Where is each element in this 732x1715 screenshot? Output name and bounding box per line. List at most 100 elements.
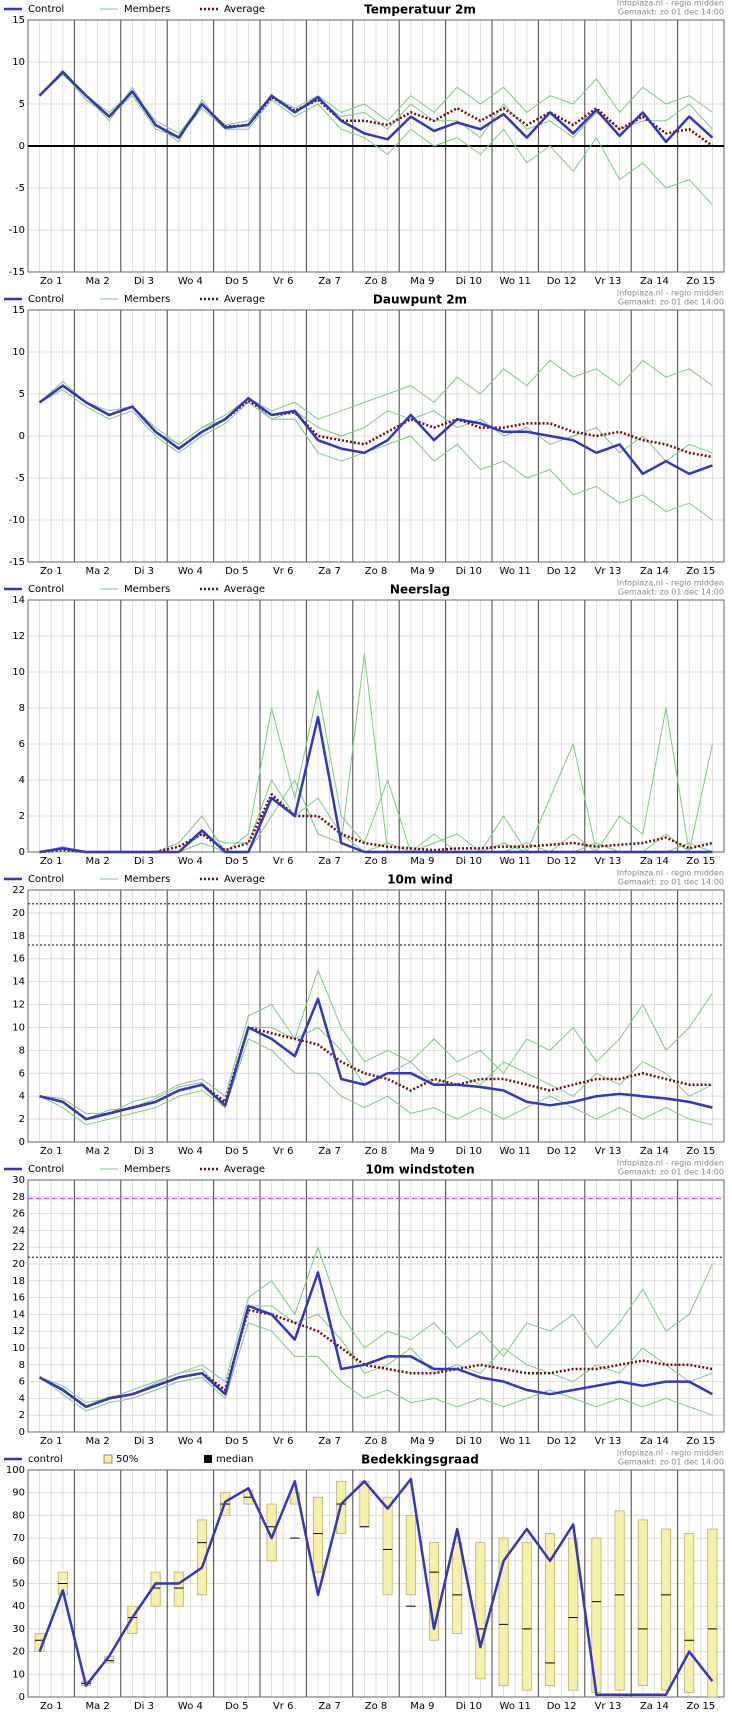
- x-tick-label: Di 3: [134, 1436, 154, 1447]
- y-tick-label: 14: [12, 977, 25, 988]
- x-tick-label: Za 14: [640, 1146, 669, 1157]
- source-text: Gemaakt: zo 01 dec 14:00: [618, 588, 724, 597]
- source-text: Infoplaza.nl - regio midden: [617, 1449, 724, 1458]
- x-tick-label: Zo 1: [40, 1436, 63, 1447]
- x-tick-label: Do 12: [547, 856, 577, 867]
- legend-label: median: [216, 1454, 254, 1465]
- x-tick-label: Do 5: [225, 1146, 248, 1157]
- x-tick-label: Do 5: [225, 1701, 248, 1712]
- box: [544, 1533, 556, 1687]
- y-tick-label: 6: [19, 1377, 25, 1388]
- y-tick-label: 30: [12, 1624, 25, 1635]
- x-tick-label: Ma 2: [85, 856, 109, 867]
- x-tick-label: Di 10: [456, 276, 482, 287]
- y-tick-label: 16: [12, 1293, 25, 1304]
- y-tick-label: 70: [12, 1533, 25, 1544]
- x-tick-label: Di 10: [456, 566, 482, 577]
- control-line: [38, 384, 713, 476]
- y-tick-label: 0: [19, 141, 25, 152]
- plot-frame: [27, 1179, 725, 1433]
- member-line: [39, 1246, 713, 1404]
- source-text: Gemaakt: zo 01 dec 14:00: [618, 878, 724, 887]
- y-tick-label: -15: [9, 267, 25, 278]
- y-tick-label: 12: [12, 631, 25, 642]
- legend-label: 50%: [116, 1454, 138, 1465]
- x-tick-label: Di 3: [134, 566, 154, 577]
- chart-title: Temperatuur 2m: [364, 3, 476, 17]
- y-tick-label: -5: [15, 473, 25, 484]
- x-tick-label: Zo 1: [40, 276, 63, 287]
- x-tick-label: Wo 4: [178, 566, 203, 577]
- legend-label: Members: [124, 4, 170, 15]
- x-tick-label: Do 12: [547, 1146, 577, 1157]
- x-tick-label: Ma 9: [410, 566, 434, 577]
- x-tick-label: Za 14: [640, 856, 669, 867]
- x-tick-label: Zo 8: [365, 1436, 388, 1447]
- y-tick-label: 12: [12, 1326, 25, 1337]
- x-tick-label: Zo 8: [365, 1701, 388, 1712]
- member-line: [39, 74, 713, 134]
- legend-label: Control: [28, 294, 64, 305]
- plot-frame: [27, 309, 725, 563]
- x-tick-label: Vr 6: [273, 1701, 294, 1712]
- legend-label: Control: [28, 584, 64, 595]
- y-tick-label: 10: [12, 347, 25, 358]
- x-tick-label: Di 3: [134, 856, 154, 867]
- source-text: Gemaakt: zo 01 dec 14:00: [618, 1168, 724, 1177]
- x-tick-label: Vr 13: [595, 1701, 622, 1712]
- box: [707, 1528, 718, 1698]
- box: [684, 1533, 695, 1693]
- x-tick-label: Vr 13: [595, 1436, 622, 1447]
- x-tick-label: Do 12: [547, 1701, 577, 1712]
- y-tick-label: -10: [9, 225, 25, 236]
- x-tick-label: Do 5: [225, 1436, 248, 1447]
- legend-label: Average: [224, 4, 265, 15]
- y-tick-label: 16: [12, 954, 25, 965]
- x-tick-label: Wo 11: [500, 1146, 531, 1157]
- x-tick-label: Do 12: [547, 566, 577, 577]
- x-tick-label: Zo 1: [40, 566, 63, 577]
- y-tick-label: 15: [12, 305, 25, 316]
- legend-label: Average: [224, 584, 265, 595]
- source-text: Gemaakt: zo 01 dec 14:00: [618, 1458, 724, 1467]
- legend-label: Average: [224, 874, 265, 885]
- control-line: [38, 70, 714, 144]
- box: [266, 1503, 277, 1562]
- y-tick-label: 0: [19, 1692, 25, 1703]
- box: [405, 1515, 416, 1596]
- source-text: Infoplaza.nl - regio midden: [617, 1159, 724, 1168]
- member-line: [39, 72, 713, 206]
- y-tick-label: 26: [12, 1209, 25, 1220]
- y-tick-label: 18: [12, 1276, 25, 1287]
- y-tick-label: 80: [12, 1510, 25, 1521]
- x-tick-label: Do 12: [547, 1436, 577, 1447]
- legend-label: control: [28, 1454, 63, 1465]
- x-tick-label: Di 10: [456, 856, 482, 867]
- y-tick-label: 5: [19, 389, 25, 400]
- x-tick-label: Zo 15: [686, 856, 715, 867]
- y-tick-label: 0: [19, 847, 25, 858]
- source-text: Gemaakt: zo 01 dec 14:00: [618, 8, 724, 17]
- legend-label: Members: [124, 874, 170, 885]
- legend-label: Control: [28, 4, 64, 15]
- x-tick-label: Vr 6: [273, 856, 294, 867]
- y-tick-label: 100: [6, 1465, 25, 1476]
- control-line: [39, 1271, 713, 1409]
- x-tick-label: Wo 4: [178, 276, 203, 287]
- y-tick-label: 6: [19, 1068, 25, 1079]
- y-tick-label: 4: [19, 1393, 25, 1404]
- box: [452, 1542, 463, 1634]
- y-tick-label: -10: [9, 515, 25, 526]
- x-tick-label: Za 14: [640, 1701, 669, 1712]
- legend-label: Control: [28, 874, 64, 885]
- y-tick-label: 0: [19, 1427, 25, 1438]
- x-tick-label: Zo 8: [365, 856, 388, 867]
- x-tick-label: Ma 2: [85, 1146, 109, 1157]
- box: [568, 1537, 579, 1691]
- legend-label: Average: [224, 1164, 265, 1175]
- y-tick-label: 18: [12, 931, 25, 942]
- y-tick-label: 4: [19, 775, 25, 786]
- y-tick-label: 40: [12, 1601, 25, 1612]
- y-tick-label: 14: [12, 595, 25, 606]
- box: [614, 1510, 625, 1691]
